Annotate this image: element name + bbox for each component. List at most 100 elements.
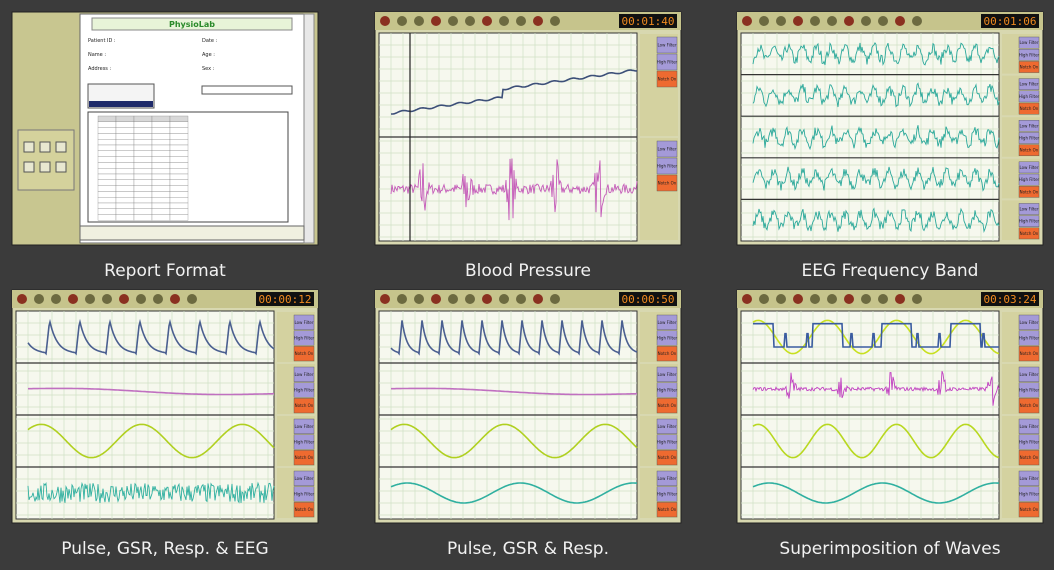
tool-icon[interactable] [431, 294, 441, 304]
tool-icon[interactable] [102, 294, 112, 304]
tool-icon[interactable] [742, 16, 752, 26]
tool-icon[interactable] [759, 16, 769, 26]
tool-icon[interactable] [533, 16, 543, 26]
tool-icon[interactable] [550, 16, 560, 26]
tool-icon[interactable] [878, 16, 888, 26]
tool-icon[interactable] [516, 294, 526, 304]
filter-button-label: Low Filter [1019, 207, 1038, 212]
tool-icon[interactable] [533, 294, 543, 304]
table-cell [116, 203, 134, 209]
tool-icon[interactable] [414, 294, 424, 304]
tool-icon[interactable] [810, 294, 820, 304]
table-cell [134, 145, 152, 151]
tool-icon[interactable] [793, 294, 803, 304]
table-cell [134, 197, 152, 203]
tool-icon[interactable] [895, 16, 905, 26]
table-cell [134, 139, 152, 145]
table-cell [134, 168, 152, 174]
filter-button-label: High Filter [1019, 177, 1040, 182]
tool-icon[interactable] [827, 294, 837, 304]
tool-icon[interactable] [742, 294, 752, 304]
tool-icon[interactable] [878, 294, 888, 304]
field-label: Address : [88, 66, 112, 72]
tool-icon[interactable] [827, 16, 837, 26]
tool-icon[interactable] [895, 294, 905, 304]
tool-icon[interactable] [465, 294, 475, 304]
table-cell [134, 162, 152, 168]
filter-button-label: Notch On [658, 181, 677, 186]
dropdown[interactable] [202, 86, 292, 94]
tool-icon[interactable] [776, 16, 786, 26]
tool-icon[interactable] [810, 16, 820, 26]
tool-icon[interactable] [397, 294, 407, 304]
table-cell [152, 128, 170, 134]
table-cell [116, 157, 134, 163]
tool-icon[interactable] [68, 294, 78, 304]
tool-icon[interactable] [793, 16, 803, 26]
filter-button-label: Notch On [1020, 189, 1039, 194]
filter-button-label: High Filter [1019, 94, 1040, 99]
tool-icon[interactable] [17, 294, 27, 304]
table-cell [98, 162, 116, 168]
tool-icon[interactable] [844, 16, 854, 26]
table-cell [98, 157, 116, 163]
settings-icon[interactable] [56, 142, 66, 152]
report-title: PhysioLab [169, 20, 215, 29]
filter-button-label: High Filter [657, 336, 678, 341]
tool-icon[interactable] [448, 294, 458, 304]
tool-icon[interactable] [187, 294, 197, 304]
filter-button-label: Low Filter [1019, 82, 1038, 87]
table-cell [98, 168, 116, 174]
table-cell [134, 116, 152, 122]
filter-button-label: Notch On [1020, 403, 1039, 408]
table-cell [170, 145, 188, 151]
tool-icon[interactable] [136, 294, 146, 304]
tool-icon[interactable] [397, 16, 407, 26]
tool-icon[interactable] [85, 294, 95, 304]
tool-icon[interactable] [170, 294, 180, 304]
tool-icon[interactable] [51, 294, 61, 304]
tool-icon[interactable] [482, 16, 492, 26]
filter-button-label: High Filter [1019, 52, 1040, 57]
settings-icon[interactable] [40, 162, 50, 172]
filter-button-label: High Filter [1019, 136, 1040, 141]
table-cell [98, 197, 116, 203]
tool-icon[interactable] [844, 294, 854, 304]
table-cell [170, 174, 188, 180]
table-cell [116, 133, 134, 139]
settings-icon[interactable] [24, 142, 34, 152]
tool-icon[interactable] [776, 294, 786, 304]
settings-icon[interactable] [40, 142, 50, 152]
table-cell [152, 145, 170, 151]
tool-icon[interactable] [499, 16, 509, 26]
tool-icon[interactable] [861, 294, 871, 304]
tool-icon[interactable] [759, 294, 769, 304]
tool-icon[interactable] [861, 16, 871, 26]
table-cell [116, 128, 134, 134]
table-cell [134, 186, 152, 192]
tool-icon[interactable] [380, 294, 390, 304]
settings-icon[interactable] [56, 162, 66, 172]
tool-icon[interactable] [499, 294, 509, 304]
tool-icon[interactable] [34, 294, 44, 304]
tool-icon[interactable] [414, 16, 424, 26]
tool-icon[interactable] [465, 16, 475, 26]
table-cell [170, 191, 188, 197]
filter-button-label: Low Filter [1019, 424, 1038, 429]
tool-icon[interactable] [380, 16, 390, 26]
tool-icon[interactable] [119, 294, 129, 304]
table-cell [152, 151, 170, 157]
tool-icon[interactable] [482, 294, 492, 304]
table-cell [134, 122, 152, 128]
settings-icon[interactable] [24, 162, 34, 172]
tool-icon[interactable] [431, 16, 441, 26]
tool-icon[interactable] [912, 16, 922, 26]
tool-icon[interactable] [516, 16, 526, 26]
tool-icon[interactable] [912, 294, 922, 304]
tool-icon[interactable] [550, 294, 560, 304]
timer: 00:01:40 [622, 15, 675, 28]
tool-icon[interactable] [153, 294, 163, 304]
plot-area [741, 33, 999, 241]
table-cell [152, 203, 170, 209]
tool-icon[interactable] [448, 16, 458, 26]
